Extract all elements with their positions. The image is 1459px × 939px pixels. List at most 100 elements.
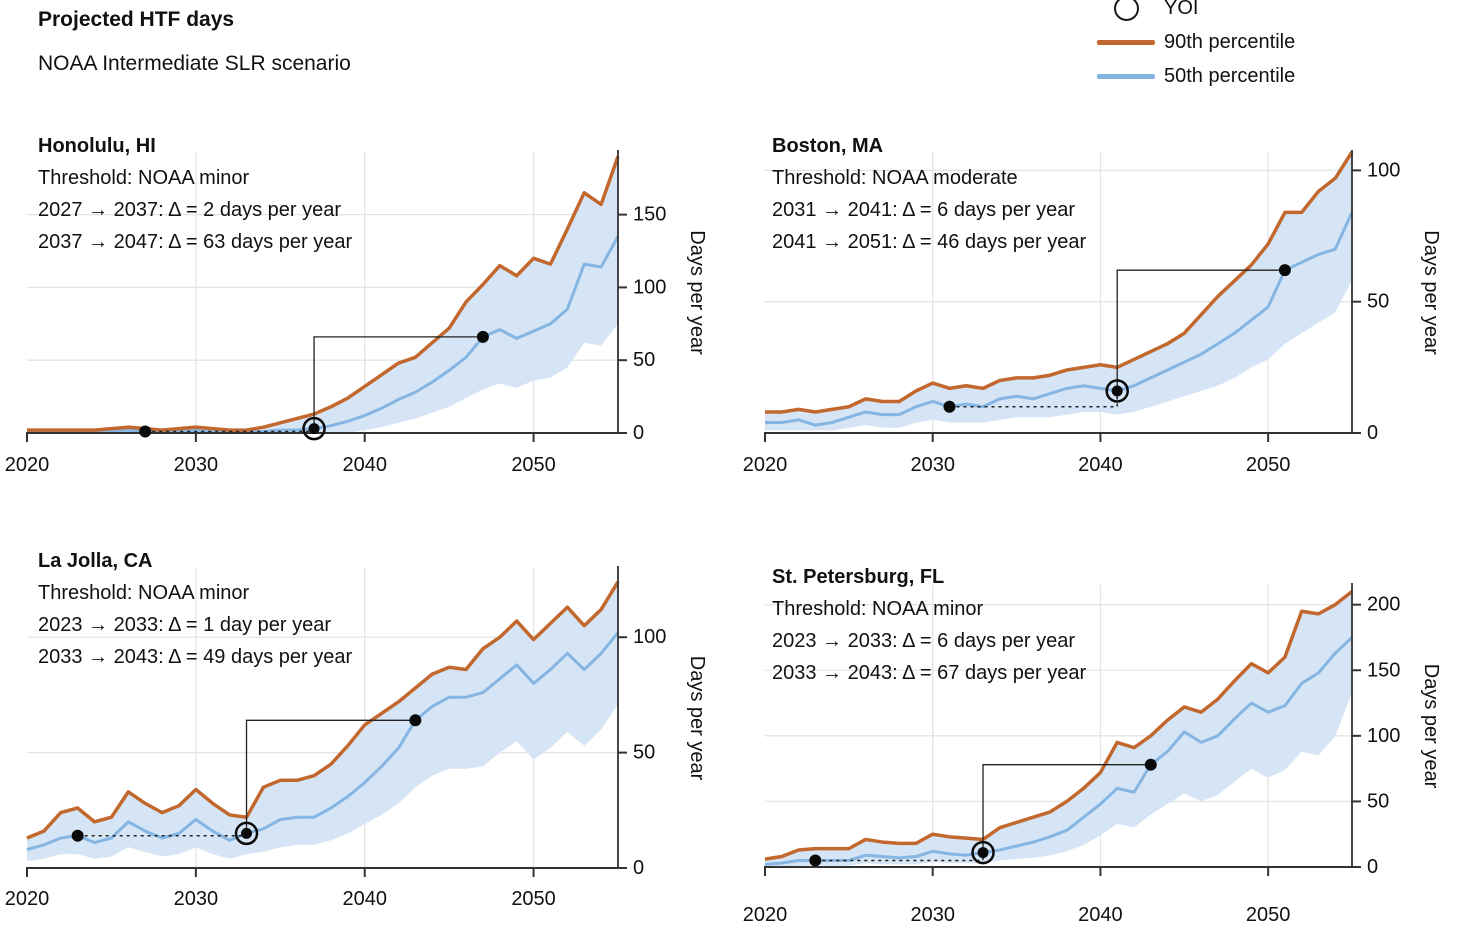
y-tick-label: 100 (1367, 159, 1400, 181)
y-tick-label: 200 (1367, 594, 1400, 616)
blue-line-icon (1097, 73, 1155, 79)
y-tick-label: 50 (1367, 291, 1389, 313)
y-tick-label: 150 (633, 204, 666, 226)
panel-title: St. Petersburg, FL (772, 566, 945, 588)
panel-delta-1: 2023 → 2033: Δ = 1 day per year (38, 614, 332, 636)
y-tick-label: 0 (1367, 422, 1378, 444)
yoi-ring-marker (302, 416, 326, 441)
yoi-marker-swatch (1096, 0, 1156, 21)
x-tick-label: 2050 (511, 888, 556, 910)
start-dot-marker (809, 854, 822, 867)
yoi-ring-marker (1105, 379, 1129, 403)
page-title: Projected HTF days (38, 8, 235, 31)
x-tick-label: 2040 (1078, 454, 1123, 476)
page-subtitle: NOAA Intermediate SLR scenario (38, 52, 351, 75)
delta-step-line (245, 719, 416, 834)
end-dot-marker (1144, 758, 1157, 771)
x-tick-label: 2020 (5, 454, 50, 476)
y-axis-title: Days per year (686, 656, 708, 781)
panel-delta-1: 2023 → 2033: Δ = 6 days per year (772, 630, 1076, 652)
panel-threshold: Threshold: NOAA minor (772, 598, 984, 620)
x-tick-label: 2040 (342, 888, 387, 910)
delta-step-line (982, 764, 1151, 853)
start-dot-marker (943, 400, 956, 413)
p90-line (26, 580, 620, 840)
panel-delta-2: 2037 → 2047: Δ = 63 days per year (38, 231, 353, 253)
end-dot-marker (1278, 264, 1291, 277)
y-tick-label: 0 (633, 857, 644, 879)
y-tick-label: 50 (1367, 790, 1389, 812)
start-dot-marker (71, 829, 84, 842)
panel-header-honolulu: Honolulu, HI Threshold: NOAA minor 2027 … (38, 130, 352, 258)
x-tick-label: 2050 (1246, 454, 1291, 476)
y-tick-label: 0 (633, 422, 644, 444)
yoi-dot-marker (241, 827, 253, 839)
panel-title: Honolulu, HI (38, 135, 156, 157)
legend-item-p90: 90th percentile (1096, 27, 1295, 57)
x-tick-label: 2020 (5, 888, 50, 910)
panel-header-lajolla: La Jolla, CA Threshold: NOAA minor 2023 … (38, 545, 352, 673)
legend-item-yoi: YOI (1096, 0, 1198, 23)
p50-line-swatch (1096, 73, 1156, 79)
y-axis-title: Days per year (1420, 664, 1442, 789)
panel-threshold: Threshold: NOAA minor (38, 582, 250, 604)
panel-boston: 2020 2030 2040 2050 0 50 100 Days per year (743, 150, 1442, 476)
p50-line (26, 631, 620, 851)
y-tick-label: 100 (633, 276, 666, 298)
delta-step-line (313, 336, 483, 429)
y-tick-label: 50 (633, 349, 655, 371)
panel-lajolla: 2020 2030 2040 2050 0 50 100 Days per year (5, 566, 708, 910)
legend-item-p50: 50th percentile (1096, 61, 1295, 91)
y-tick-label: 50 (633, 742, 655, 764)
panel-delta-2: 2033 → 2043: Δ = 67 days per year (772, 662, 1087, 684)
panel-header-boston: Boston, MA Threshold: NOAA moderate 2031… (772, 130, 1086, 258)
y-tick-label: 150 (1367, 659, 1400, 681)
uncertainty-band (765, 591, 1352, 867)
panel-threshold: Threshold: NOAA moderate (772, 167, 1018, 189)
panel-delta-2: 2033 → 2043: Δ = 49 days per year (38, 646, 353, 668)
x-tick-label: 2050 (511, 454, 556, 476)
y-axis-title: Days per year (1420, 230, 1442, 355)
p50-line (764, 636, 1354, 866)
panel-stpetersburg: 2020 2030 2040 2050 0 50 100 150 200 Days per yea… (743, 583, 1442, 926)
panel-honolulu: 2020 2030 2040 2050 0 50 100 150 Days per year (5, 150, 708, 476)
x-tick-label: 2030 (910, 904, 955, 926)
delta-step-line (1116, 269, 1285, 391)
x-tick-label: 2030 (910, 454, 955, 476)
p90-line-swatch (1096, 39, 1156, 45)
yoi-dot-marker (308, 423, 320, 435)
y-tick-label: 100 (1367, 725, 1400, 747)
end-dot-marker (476, 330, 489, 343)
yoi-ring-marker (971, 840, 995, 865)
end-dot-marker (409, 714, 422, 727)
yoi-dot-marker (977, 847, 989, 859)
open-circle-icon (1113, 0, 1139, 21)
legend-label: 50th percentile (1164, 64, 1296, 87)
x-tick-label: 2020 (743, 454, 788, 476)
p90-line (764, 590, 1354, 861)
y-tick-label: 100 (633, 626, 666, 648)
x-tick-label: 2050 (1246, 904, 1291, 926)
x-tick-label: 2040 (342, 454, 387, 476)
x-tick-label: 2020 (743, 904, 788, 926)
panel-title: La Jolla, CA (38, 550, 153, 572)
legend-label: 90th percentile (1164, 30, 1296, 53)
x-tick-label: 2030 (174, 888, 219, 910)
panel-header-stpetersburg: St. Petersburg, FL Threshold: NOAA minor… (772, 561, 1086, 689)
orange-line-icon (1097, 39, 1155, 45)
p90-line (27, 155, 620, 432)
start-dot-marker (139, 425, 152, 438)
panel-delta-1: 2031 → 2041: Δ = 6 days per year (772, 199, 1076, 221)
yoi-dot-marker (1111, 385, 1123, 397)
p50-line (765, 211, 1354, 427)
x-tick-label: 2030 (174, 454, 219, 476)
panel-threshold: Threshold: NOAA minor (38, 167, 250, 189)
y-axis-title: Days per year (686, 230, 708, 355)
x-tick-label: 2040 (1078, 904, 1123, 926)
p50-line (27, 235, 620, 434)
yoi-ring-marker (234, 821, 259, 846)
p90-line (765, 151, 1354, 414)
y-tick-label: 0 (1367, 856, 1378, 878)
